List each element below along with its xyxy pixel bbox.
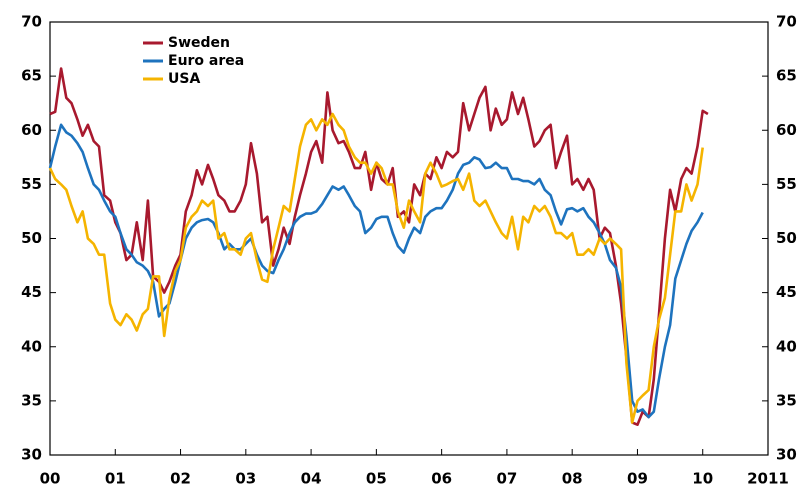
- x-tick-label: 06: [431, 470, 452, 488]
- y2-tick-label: 50: [776, 229, 797, 247]
- x-tick-label: 00: [40, 470, 61, 488]
- series-line: [48, 123, 704, 419]
- y2-tick-label: 35: [776, 391, 797, 409]
- legend-label: Euro area: [168, 53, 244, 69]
- y-tick-label: 45: [21, 283, 42, 301]
- y-tick-label: 30: [21, 446, 42, 464]
- y2-tick-label: 70: [776, 13, 797, 31]
- y-tick-label: 55: [21, 175, 42, 193]
- y2-tick-label: 45: [776, 283, 797, 301]
- legend-label: Sweden: [168, 35, 230, 51]
- series-line: [49, 67, 709, 426]
- x-tick-label: 10: [692, 470, 713, 488]
- y2-tick-label: 65: [776, 67, 797, 85]
- x-tick-label: 09: [627, 470, 648, 488]
- y2-tick-label: 30: [776, 446, 797, 464]
- x-tick-label: 07: [496, 470, 517, 488]
- y2-tick-label: 60: [776, 121, 797, 139]
- x-tick-label: 04: [301, 470, 322, 488]
- y2-tick-label: 40: [776, 337, 797, 355]
- y-tick-label: 60: [21, 121, 42, 139]
- x-tick-label: 02: [170, 470, 191, 488]
- y-tick-label: 50: [21, 229, 42, 247]
- y-tick-label: 40: [21, 337, 42, 355]
- x-tick-label: 05: [366, 470, 387, 488]
- y2-tick-label: 55: [776, 175, 797, 193]
- x-tick-label: 01: [105, 470, 126, 488]
- x-tick-label: 08: [562, 470, 583, 488]
- legend-label: USA: [168, 71, 200, 87]
- series-line: [48, 112, 704, 424]
- x-tick-label: 03: [235, 470, 256, 488]
- y-tick-label: 35: [21, 391, 42, 409]
- y-tick-label: 65: [21, 67, 42, 85]
- x-tick-label: 2011: [747, 470, 789, 488]
- y-tick-label: 70: [21, 13, 42, 31]
